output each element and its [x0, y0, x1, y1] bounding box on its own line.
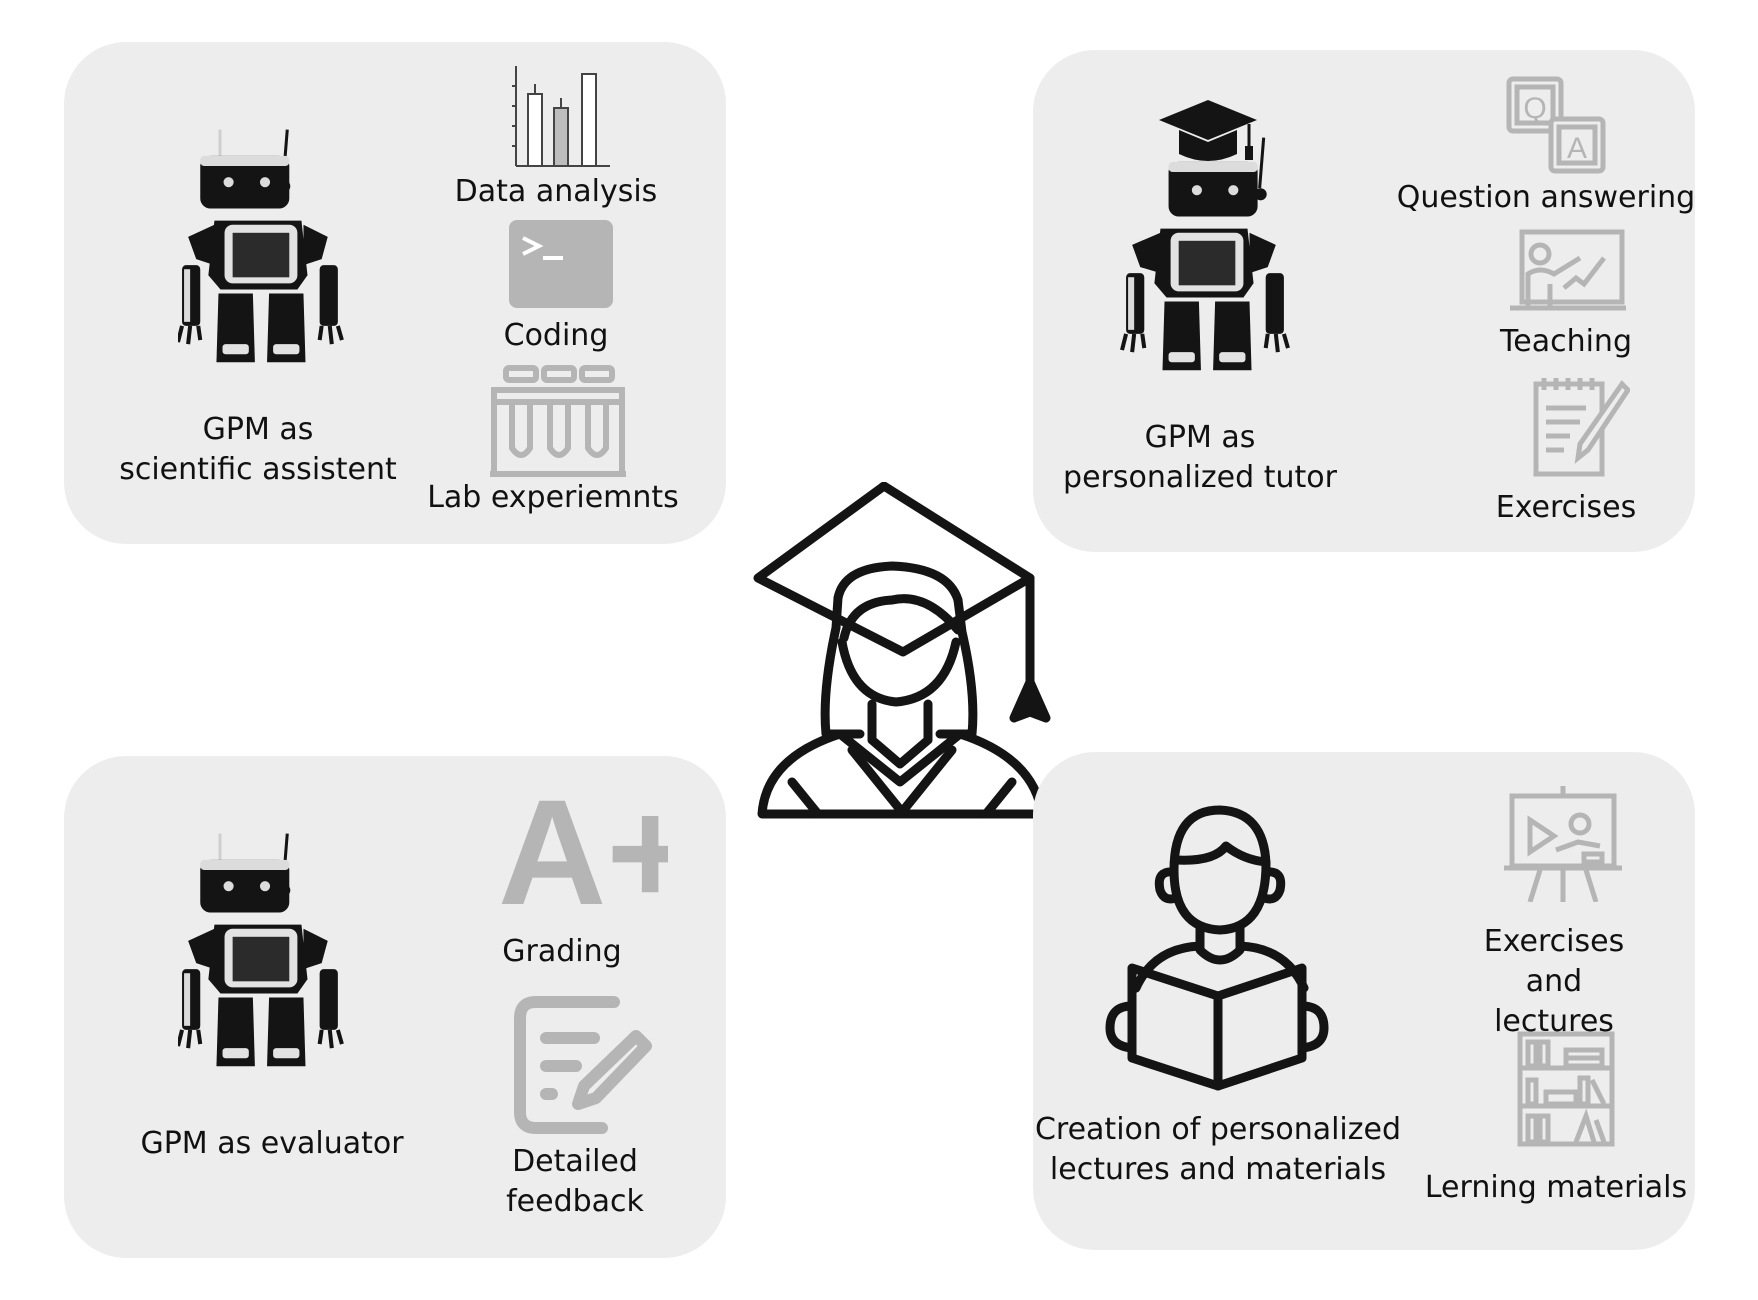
feedback-edit-icon: [512, 994, 654, 1136]
bookshelf-icon: [1516, 1030, 1616, 1148]
terminal-icon: [509, 220, 613, 308]
item-label-coding: Coding: [503, 318, 609, 353]
presentation-board-icon: [1504, 786, 1622, 902]
grade-text: A+: [498, 792, 668, 912]
item-label-detailed-feedback: Detailed feedback: [506, 1144, 644, 1219]
robot-icon: [178, 122, 350, 378]
qa-cards-icon: Q A: [1506, 76, 1606, 174]
item-label-exercises: Exercises: [1495, 490, 1637, 525]
svg-text:A: A: [1567, 132, 1587, 165]
item-label-data-analysis: Data analysis: [454, 174, 658, 209]
robot-icon: [1120, 130, 1292, 386]
panel-scientific-assistant: [64, 42, 726, 544]
item-label-lab-experiments: Lab experiemnts: [427, 480, 679, 515]
graduation-cap-icon: [1157, 98, 1259, 168]
reader-with-book-icon: [1104, 800, 1330, 1094]
notepad-pencil-icon: [1530, 374, 1630, 478]
a-plus-grade-icon: A+: [498, 792, 668, 912]
item-label-teaching: Teaching: [1500, 324, 1632, 359]
panel-title-tutor: GPM as personalized tutor: [1063, 420, 1337, 495]
robot-icon: [178, 826, 350, 1082]
item-label-grading: Grading: [502, 934, 622, 969]
panel-creation-materials: [1033, 752, 1695, 1250]
bar-chart-icon: [510, 66, 610, 168]
panel-title-scientific: GPM as scientific assistent: [119, 412, 397, 487]
item-label-exercises-lectures: Exercises and lectures: [1483, 924, 1625, 1039]
graduate-student-icon: [752, 482, 1054, 822]
test-tubes-icon: [490, 364, 626, 480]
item-label-learning-materials: Lerning materials: [1424, 1170, 1688, 1205]
svg-text:Q: Q: [1523, 92, 1546, 125]
item-label-question-answering: Question answering: [1396, 180, 1696, 215]
panel-title-evaluator: GPM as evaluator: [140, 1126, 404, 1161]
teacher-board-icon: [1510, 228, 1626, 314]
panel-title-creation: Creation of personalized lectures and ma…: [1034, 1112, 1402, 1187]
